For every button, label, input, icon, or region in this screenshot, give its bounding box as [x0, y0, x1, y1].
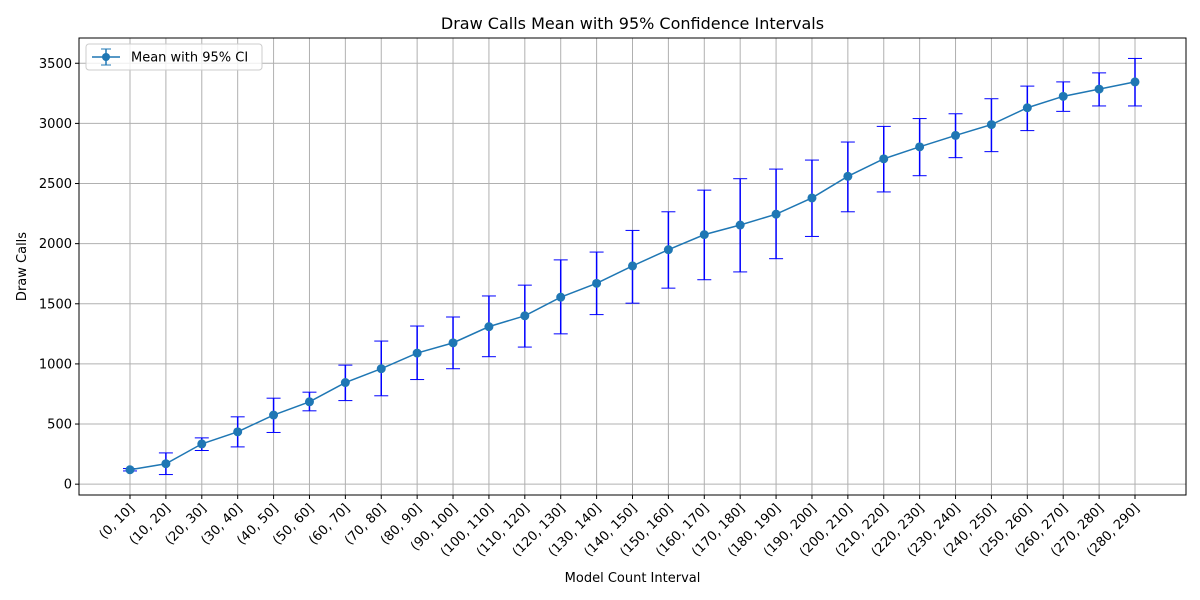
data-point	[233, 427, 243, 437]
data-point	[125, 465, 135, 475]
chart-title: Draw Calls Mean with 95% Confidence Inte…	[441, 14, 824, 33]
data-point	[915, 142, 925, 152]
data-point	[628, 261, 637, 271]
data-point	[1130, 77, 1140, 87]
legend-marker	[92, 48, 120, 66]
legend: Mean with 95% CI	[85, 43, 263, 71]
data-point	[304, 397, 314, 407]
error-bars	[123, 57, 1142, 476]
x-axis-label: Model Count Interval	[565, 571, 701, 586]
data-point	[771, 209, 781, 219]
y-tick-label: 500	[47, 418, 72, 433]
y-axis-label: Draw Calls	[15, 232, 30, 301]
data-point	[951, 130, 961, 140]
data-point	[986, 120, 996, 130]
data-point	[161, 459, 171, 469]
y-tick-label: 0	[64, 478, 72, 493]
data-point	[1058, 91, 1068, 101]
y-tick-label: 3000	[39, 117, 72, 132]
data-point	[340, 378, 350, 388]
data-point	[269, 410, 279, 420]
data-point	[1094, 84, 1104, 94]
data-point	[1022, 103, 1032, 113]
data-point	[448, 338, 458, 348]
data-point	[807, 193, 817, 203]
y-tick-label: 1500	[39, 297, 72, 312]
legend-box	[85, 43, 263, 71]
data-point	[592, 278, 602, 288]
y-tick-label: 2000	[39, 237, 72, 252]
data-point	[412, 348, 422, 358]
y-tick-label: 1000	[39, 357, 72, 372]
legend-label: Mean with 95% CI	[131, 51, 248, 66]
data-points	[125, 77, 1140, 475]
data-point	[556, 292, 566, 302]
data-point	[376, 364, 386, 374]
data-point	[484, 322, 494, 332]
data-point	[843, 171, 853, 181]
data-point	[663, 245, 673, 255]
data-point	[197, 439, 207, 449]
y-tick-label: 2500	[39, 177, 72, 192]
y-tick-label: 3500	[39, 57, 72, 72]
data-point	[879, 154, 889, 164]
data-point	[735, 220, 745, 230]
data-point	[520, 311, 530, 321]
data-point	[699, 230, 709, 240]
